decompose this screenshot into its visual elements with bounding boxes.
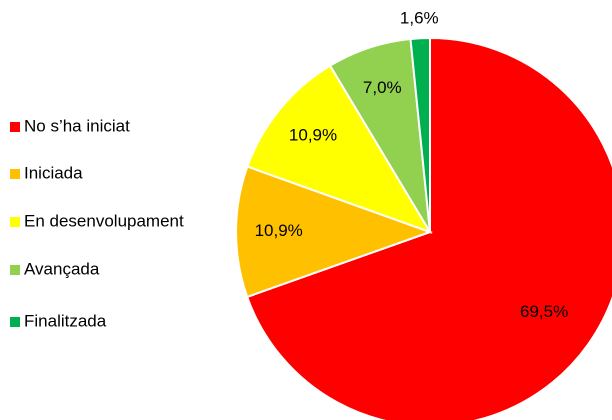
- data-label: 7,0%: [363, 78, 402, 97]
- legend-label: En desenvolupament: [24, 211, 184, 230]
- legend-swatch: [10, 265, 20, 275]
- legend-swatch: [10, 317, 20, 327]
- legend-swatch: [10, 217, 20, 227]
- pie-slice: [409, 36, 431, 233]
- legend-swatch: [10, 122, 20, 132]
- pie-slice: [235, 165, 433, 299]
- data-label: 69,5%: [520, 302, 568, 321]
- pie-slice: [245, 36, 612, 420]
- pie-slice: [246, 64, 433, 234]
- legend-label: Iniciada: [24, 163, 83, 182]
- legend-swatch: [10, 169, 20, 179]
- legend-label: Avançada: [24, 259, 100, 278]
- legend-label: Finalitzada: [24, 311, 107, 330]
- legend-label: No s’ha iniciat: [24, 116, 130, 135]
- data-label: 1,6%: [400, 8, 439, 27]
- data-label: 10,9%: [255, 221, 303, 240]
- data-label: 10,9%: [289, 125, 337, 144]
